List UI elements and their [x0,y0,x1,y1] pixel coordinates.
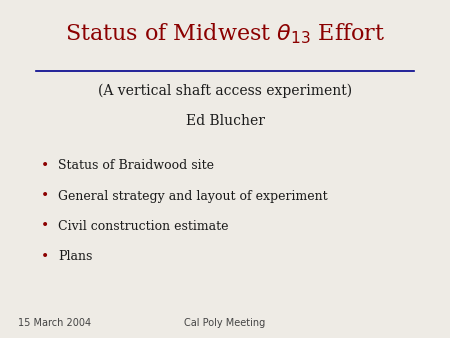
Text: •: • [41,189,49,203]
Text: 15 March 2004: 15 March 2004 [18,318,91,328]
Text: •: • [41,250,49,264]
Text: Status of Braidwood site: Status of Braidwood site [58,159,215,172]
Text: (A vertical shaft access experiment): (A vertical shaft access experiment) [98,83,352,98]
Text: Ed Blucher: Ed Blucher [185,114,265,128]
Text: Status of Midwest $\theta_{13}$ Effort: Status of Midwest $\theta_{13}$ Effort [65,22,385,46]
Text: •: • [41,159,49,173]
Text: •: • [41,219,49,234]
Text: General strategy and layout of experiment: General strategy and layout of experimen… [58,190,328,202]
Text: Plans: Plans [58,250,93,263]
Text: Civil construction estimate: Civil construction estimate [58,220,229,233]
Text: Cal Poly Meeting: Cal Poly Meeting [184,318,266,328]
